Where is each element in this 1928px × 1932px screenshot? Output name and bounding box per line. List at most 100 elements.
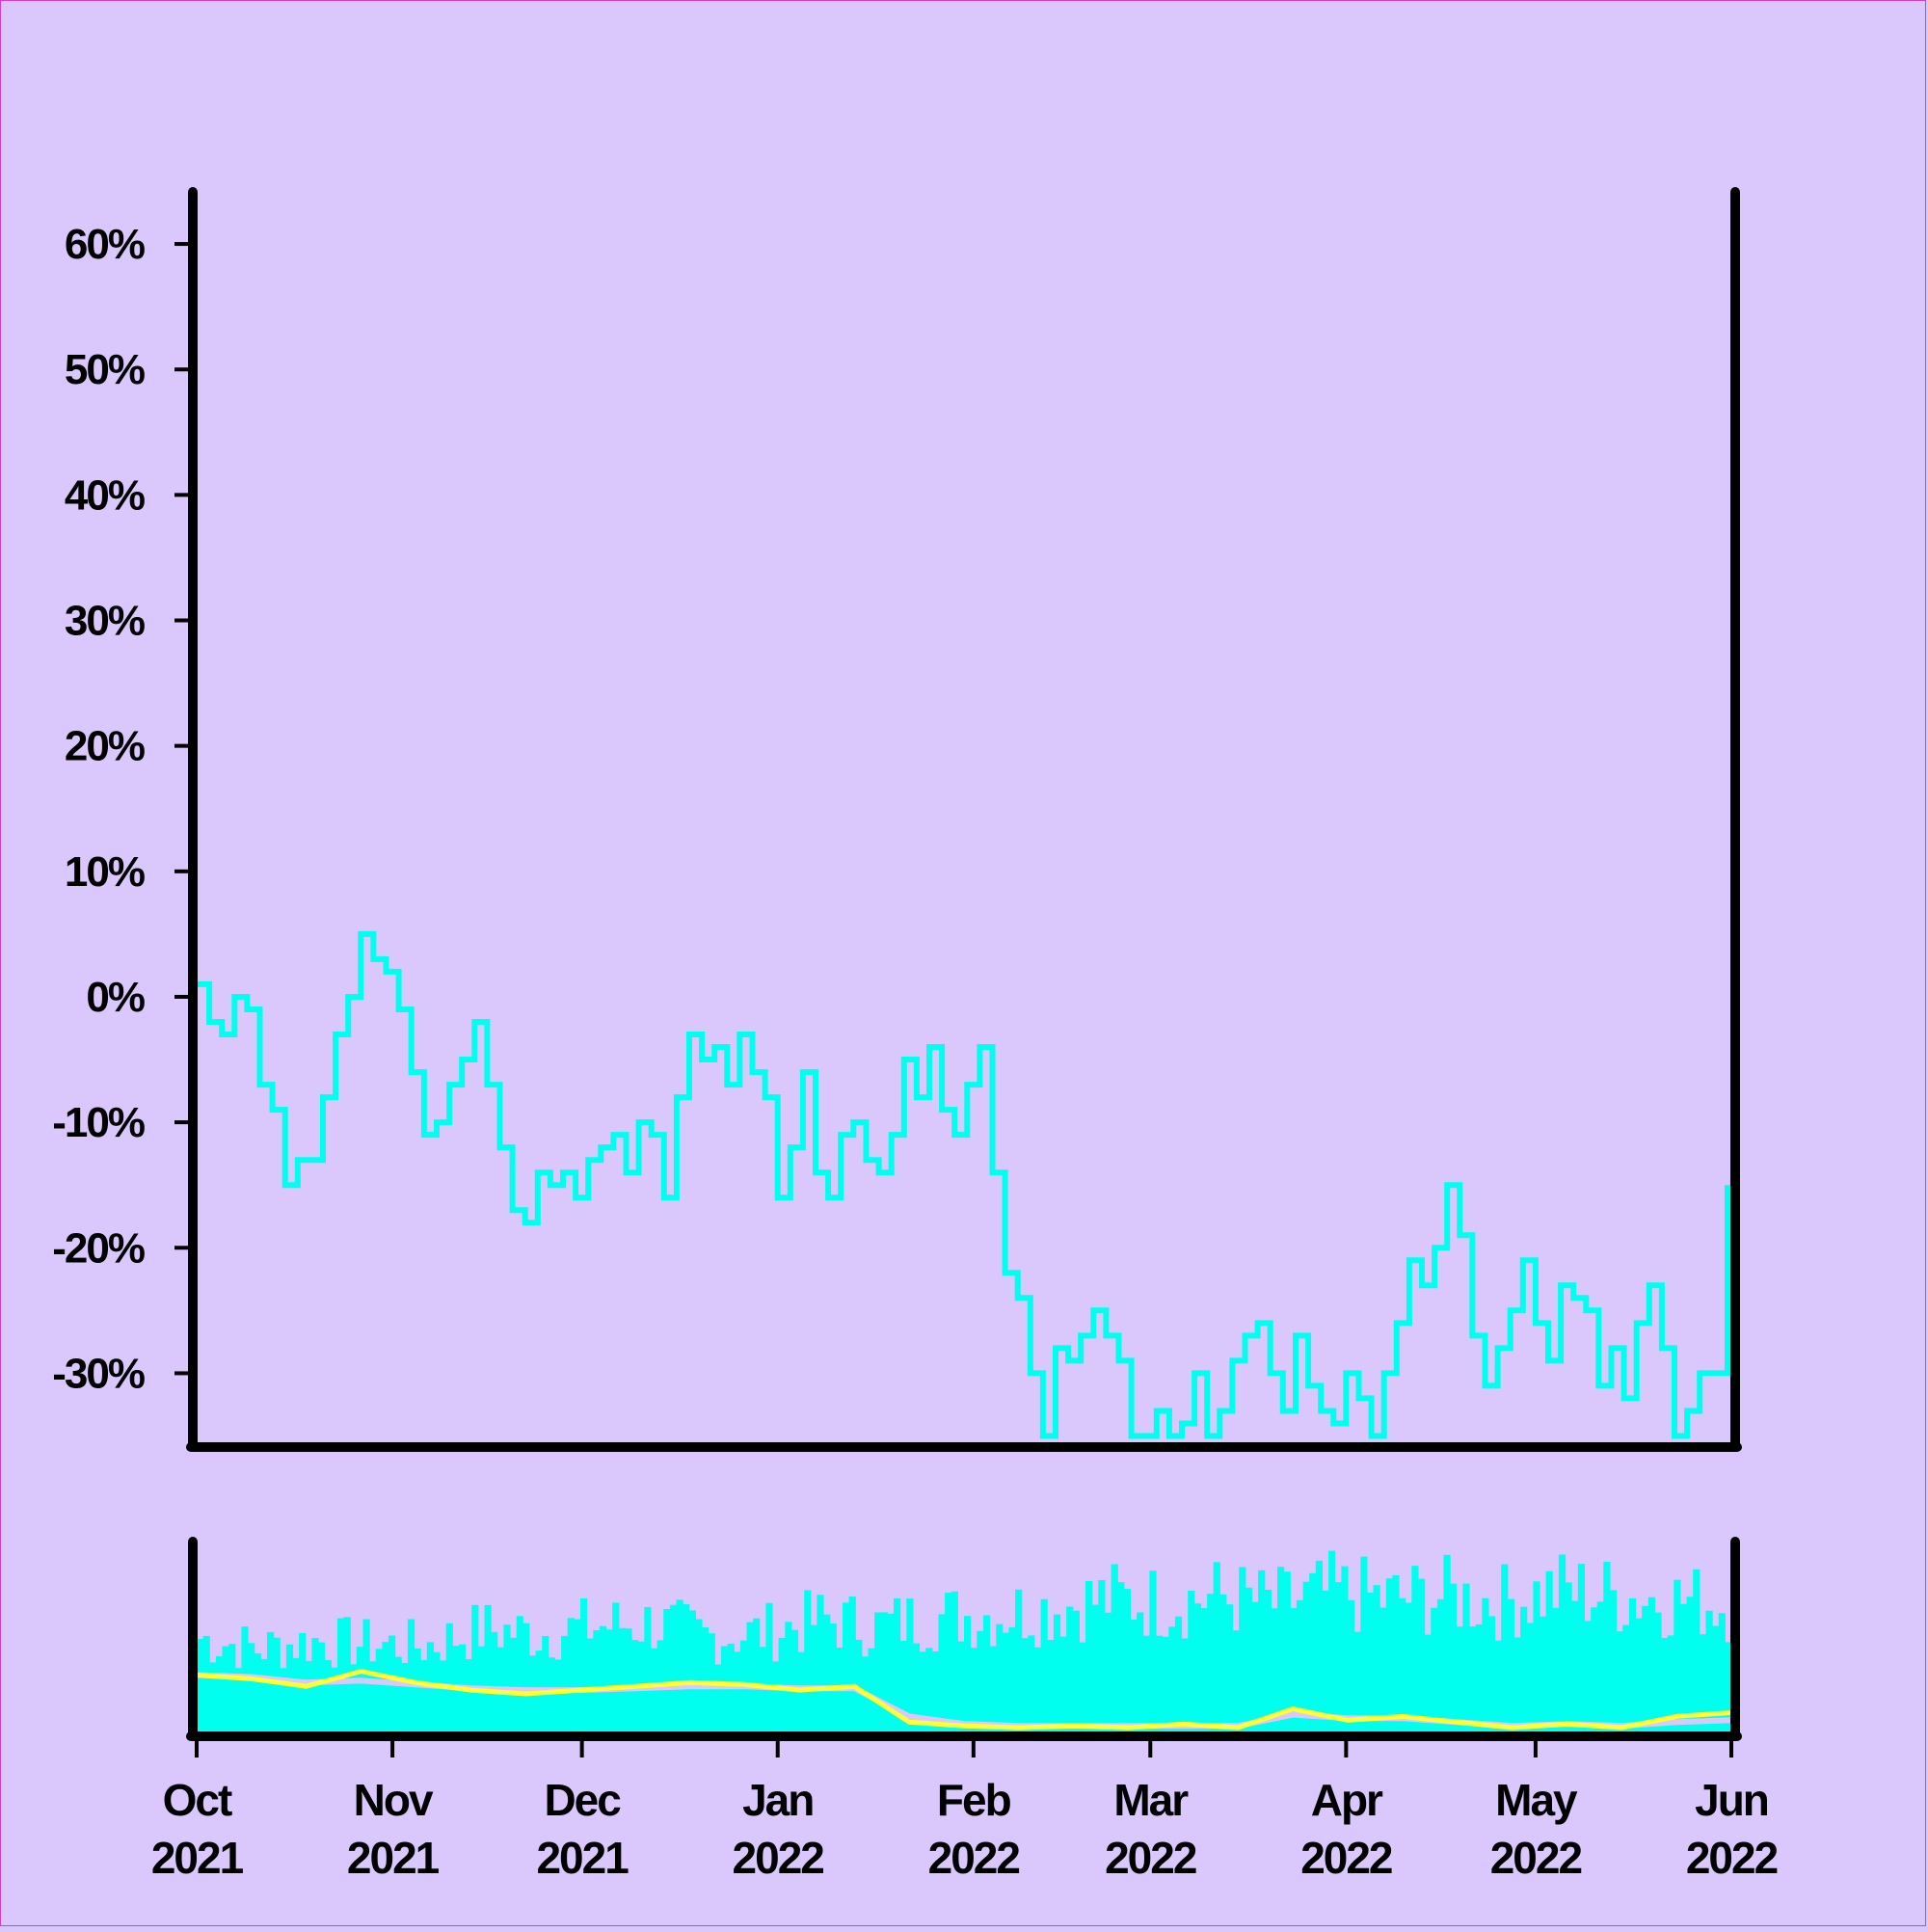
- volume-bar: [554, 1659, 562, 1731]
- x-tick-label: Jan 2022: [733, 1775, 824, 1883]
- volume-bar: [931, 1651, 939, 1731]
- volume-bar: [989, 1646, 997, 1731]
- volume-bar: [1239, 1567, 1246, 1731]
- volume-bar: [1251, 1601, 1259, 1731]
- volume-bar: [817, 1595, 824, 1731]
- volume-bar: [848, 1597, 856, 1731]
- volume-bar: [644, 1607, 652, 1731]
- volume-bar: [753, 1618, 761, 1731]
- volume-bar: [248, 1643, 255, 1731]
- volume-bar: [868, 1648, 875, 1731]
- volume-bar: [1226, 1604, 1234, 1731]
- volume-bar: [1661, 1638, 1669, 1731]
- volume-bar: [1348, 1599, 1355, 1731]
- x-tick-label: May 2022: [1490, 1775, 1582, 1883]
- volume-bar: [407, 1619, 415, 1731]
- volume-bar: [1635, 1618, 1643, 1731]
- volume-bar: [1271, 1608, 1278, 1731]
- volume-bar: [1712, 1625, 1720, 1731]
- volume-bar: [1584, 1621, 1592, 1731]
- price-line: [197, 930, 1730, 1439]
- volume-bar: [1264, 1590, 1272, 1731]
- volume-bar: [977, 1630, 984, 1731]
- volume-bar: [516, 1616, 523, 1731]
- volume-bar: [1328, 1550, 1336, 1731]
- volume-bar: [580, 1598, 588, 1731]
- volume-bar: [804, 1590, 812, 1731]
- volume-bar: [593, 1630, 601, 1731]
- y-tick-label: 10%: [65, 848, 145, 896]
- volume-bar: [829, 1623, 837, 1731]
- volume-panel: Oct 2021 Nov 2021 Dec 2021 Jan 2022 Feb 2022 Mar 20…: [151, 1537, 1780, 1883]
- volume-bar: [1610, 1590, 1618, 1731]
- volume-bar: [957, 1641, 965, 1731]
- x-tick-label: Dec 2021: [536, 1775, 629, 1883]
- volume-bar: [362, 1619, 370, 1731]
- volume-bar: [215, 1655, 224, 1731]
- volume-bar: [1385, 1578, 1393, 1731]
- volume-bar: [491, 1631, 498, 1731]
- volume-bar: [1679, 1603, 1688, 1731]
- y-tick-label: -30%: [52, 1350, 145, 1397]
- volume-bar: [331, 1667, 338, 1731]
- volume-bar: [1667, 1635, 1674, 1731]
- volume-bar: [1277, 1567, 1285, 1731]
- volume-bar: [1021, 1638, 1029, 1731]
- volume-bar: [1072, 1610, 1080, 1731]
- volume-bar: [1142, 1635, 1150, 1731]
- volume-bar: [1207, 1594, 1215, 1731]
- volume-bar: [561, 1635, 569, 1731]
- volume-bar: [228, 1644, 236, 1731]
- volume-bar: [1015, 1589, 1023, 1731]
- volume-bar: [1245, 1587, 1253, 1731]
- volume-bar: [1200, 1607, 1208, 1731]
- y-tick-label: 40%: [65, 471, 145, 519]
- volume-bar: [1334, 1582, 1342, 1731]
- volume-bar: [1098, 1580, 1106, 1731]
- volume-bar: [843, 1602, 850, 1731]
- volume-bar: [510, 1637, 518, 1731]
- volume-bar: [1622, 1624, 1630, 1731]
- volume-bar: [1117, 1582, 1125, 1731]
- volume-bar: [1392, 1575, 1400, 1731]
- volume-bar: [445, 1623, 453, 1731]
- volume-bar: [1219, 1594, 1227, 1731]
- volume-bar: [887, 1613, 895, 1731]
- volume-bar: [1360, 1556, 1368, 1731]
- volume-bar: [254, 1652, 261, 1731]
- volume-bar: [522, 1623, 530, 1731]
- volume-bar: [1616, 1631, 1623, 1731]
- volume-bar: [1309, 1572, 1317, 1731]
- volume-bar: [484, 1604, 492, 1731]
- volume-bar: [874, 1612, 882, 1731]
- volume-bar: [925, 1648, 933, 1731]
- volume-bar: [414, 1648, 421, 1731]
- volume-bar: [202, 1635, 210, 1731]
- volume-bar: [1718, 1613, 1726, 1731]
- volume-bar: [1302, 1581, 1310, 1731]
- x-tick-label: Nov 2021: [347, 1775, 440, 1883]
- volume-bar: [669, 1604, 678, 1731]
- volume-bar: [1111, 1564, 1118, 1731]
- volume-bar: [1450, 1583, 1458, 1731]
- volume-bar: [1577, 1564, 1585, 1731]
- volume-bar: [1693, 1569, 1700, 1731]
- volume-bar: [785, 1622, 792, 1731]
- volume-bar: [790, 1629, 799, 1731]
- volume-bar: [970, 1648, 977, 1731]
- volume-bar: [542, 1636, 549, 1731]
- volume-bar: [625, 1628, 632, 1731]
- volume-bar: [1162, 1636, 1169, 1731]
- y-tick-label: 20%: [65, 723, 145, 770]
- volume-bar: [1475, 1623, 1483, 1731]
- volume-bar: [1520, 1606, 1528, 1731]
- volume-bar: [1034, 1647, 1042, 1731]
- volume-bar: [1156, 1635, 1164, 1731]
- volume-bar: [260, 1658, 268, 1731]
- volume-bar: [209, 1662, 217, 1731]
- volume-bar: [1079, 1642, 1086, 1731]
- volume-bar: [618, 1627, 626, 1731]
- volume-bar: [1686, 1597, 1694, 1731]
- volume-bar: [1341, 1566, 1349, 1731]
